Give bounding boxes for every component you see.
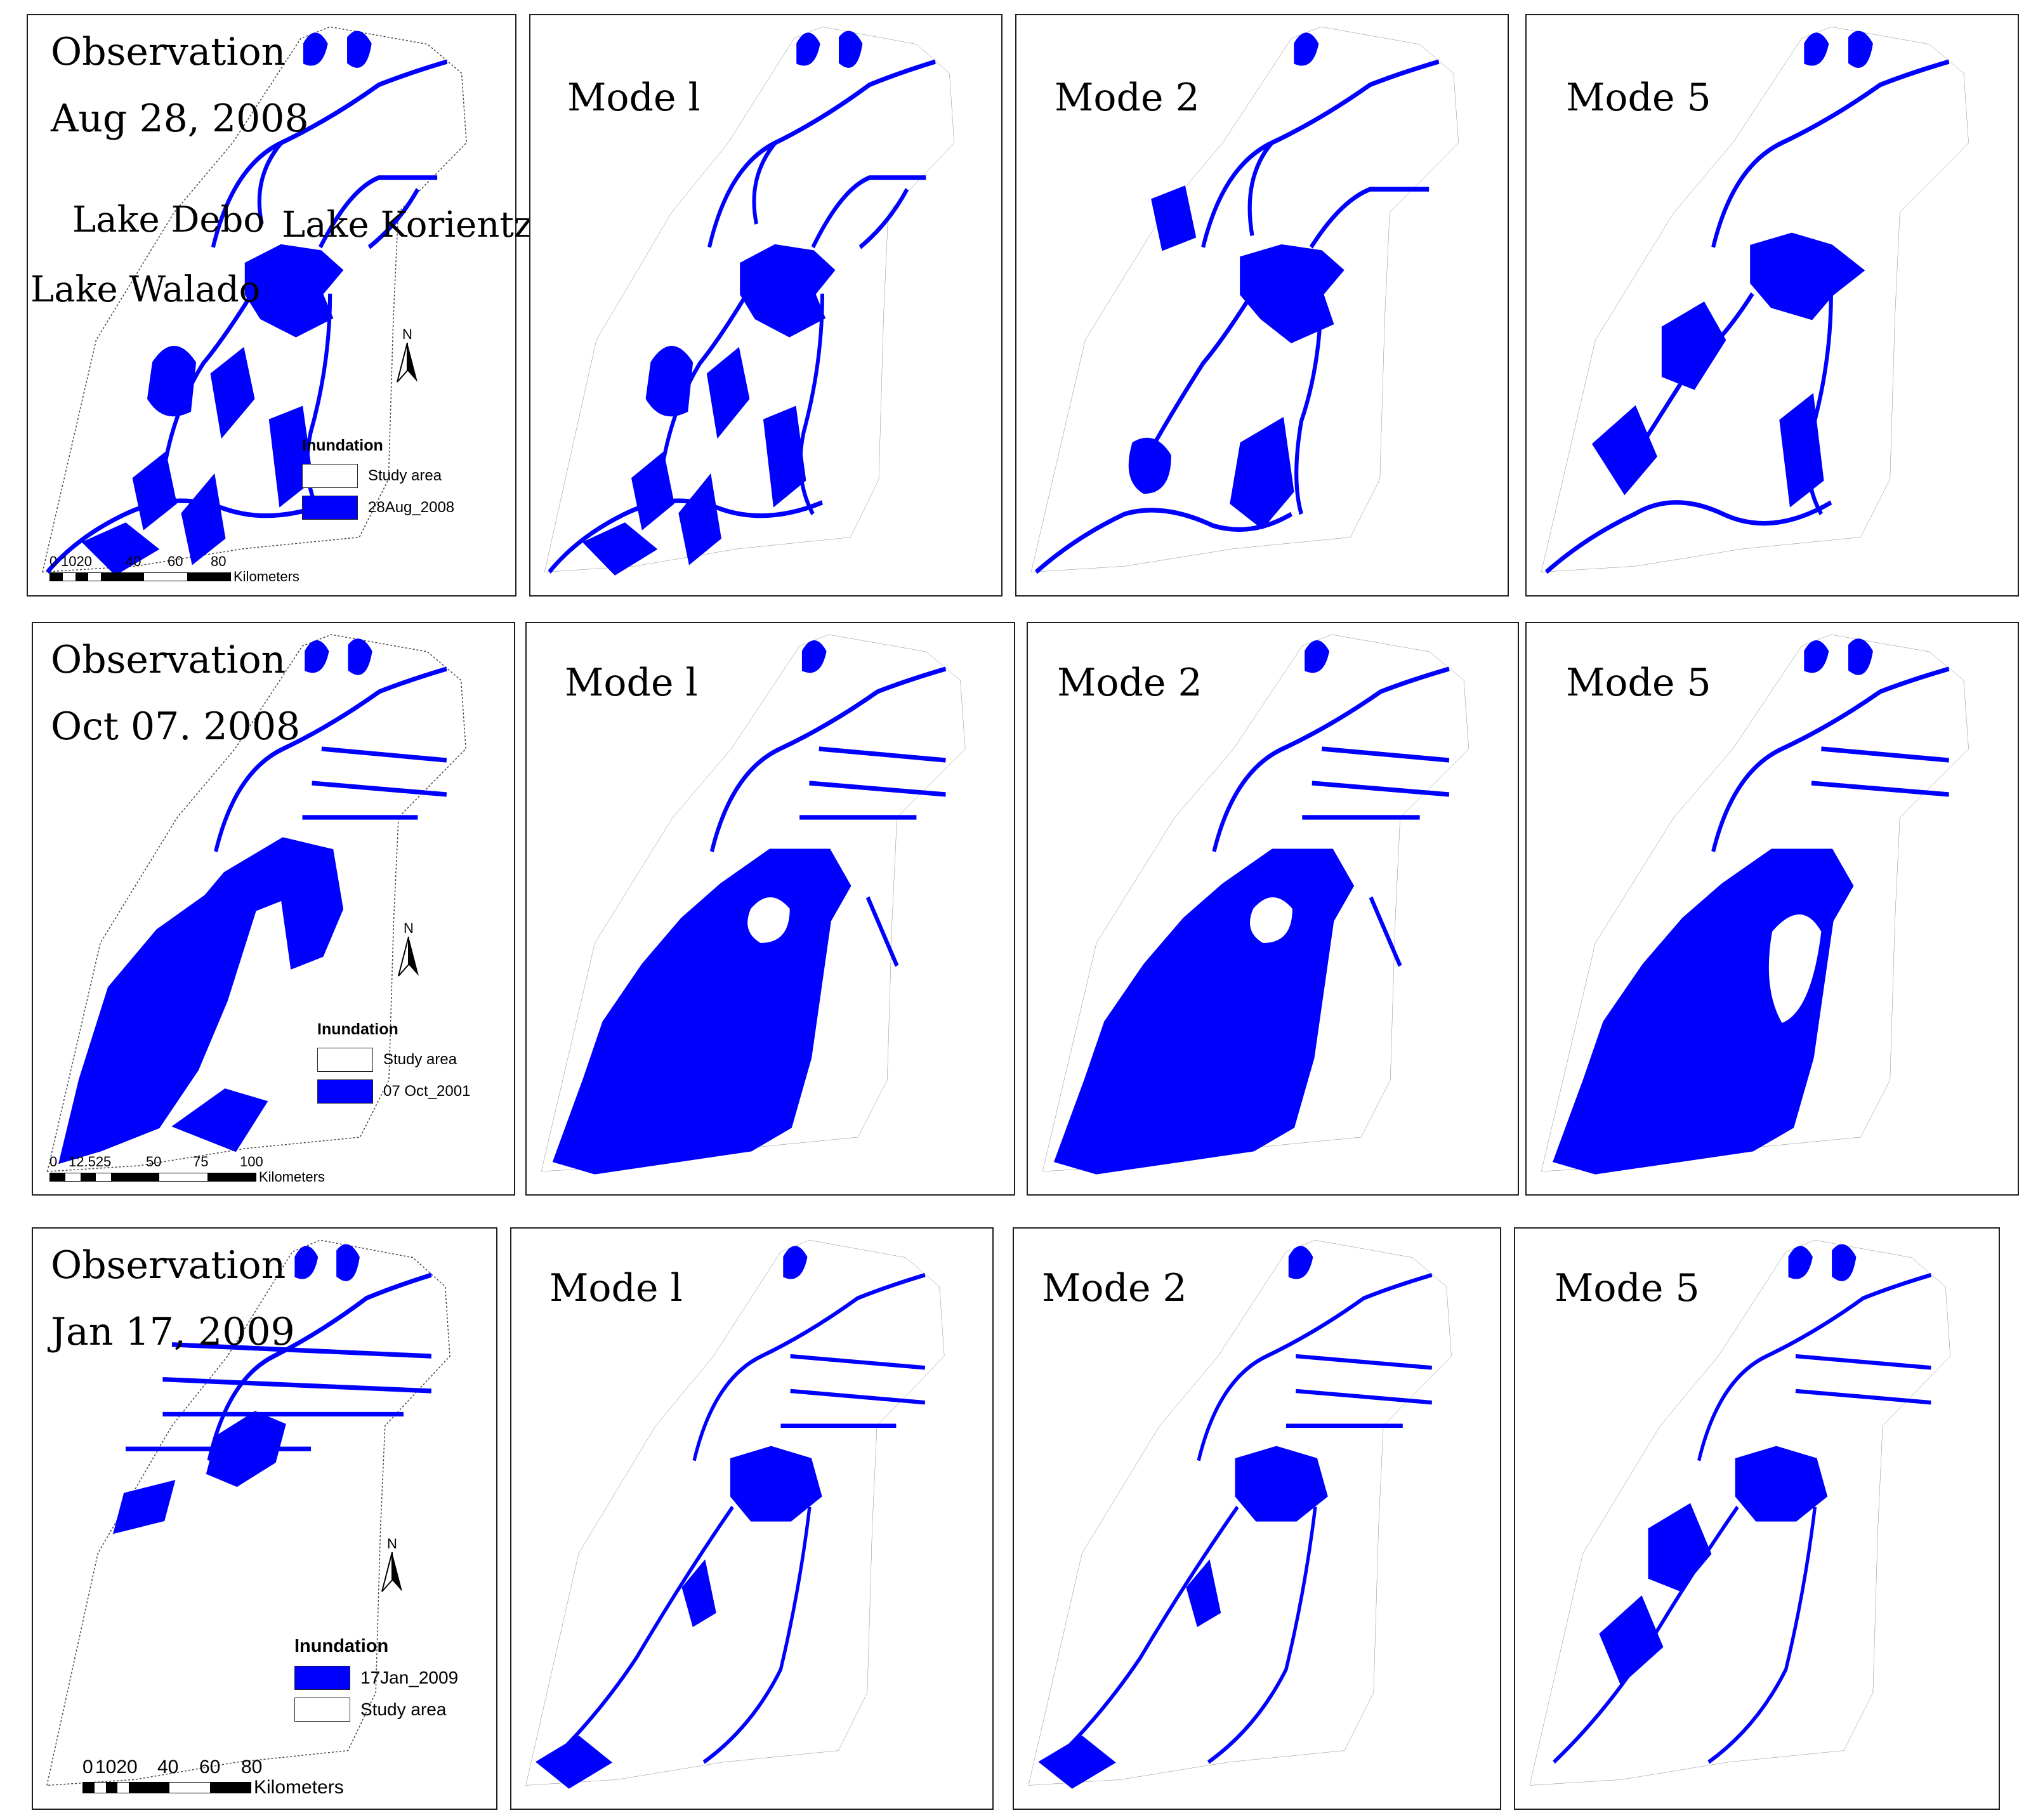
legend-title: Inundation bbox=[302, 437, 383, 454]
scale-tick: 0 bbox=[49, 553, 58, 569]
map-legend: Inundation Study area 28Aug_2008 bbox=[302, 437, 454, 527]
scale-tick: 1020 bbox=[61, 553, 92, 569]
scale-bar: 0 1020 40 60 80 Kilometers bbox=[49, 553, 299, 585]
observation-panel-aug-2008: Observation Aug 28, 2008 Lake Debo Lake … bbox=[27, 14, 554, 597]
mode-title: Mode 2 bbox=[1055, 76, 1200, 120]
north-arrow-icon: N bbox=[388, 326, 426, 386]
observation-title: Observation Jan 17, 2009 bbox=[51, 1243, 295, 1354]
legend-inundation-item: 07 Oct_2001 bbox=[383, 1083, 471, 1100]
mode-title: Mode 2 bbox=[1042, 1266, 1187, 1310]
observation-title: Observation Aug 28, 2008 bbox=[51, 30, 309, 141]
scale-tick: 80 bbox=[211, 553, 227, 569]
map-legend: Inundation Study area 07 Oct_2001 bbox=[317, 1020, 470, 1111]
scale-tick: 60 bbox=[199, 1757, 221, 1777]
legend-title: Inundation bbox=[294, 1636, 389, 1656]
legend-inundation-item: 28Aug_2008 bbox=[368, 499, 455, 516]
mode-5-panel-jan-2009: Mode 5 bbox=[1514, 1227, 2000, 1810]
mode-1-panel-jan-2009: Mode l bbox=[510, 1227, 994, 1810]
map-legend: Inundation 17Jan_2009 Study area bbox=[294, 1636, 458, 1729]
mode-5-panel-aug-2008: Mode 5 bbox=[1525, 14, 2019, 597]
scale-tick: 80 bbox=[241, 1757, 263, 1777]
scale-tick: 100 bbox=[240, 1154, 263, 1170]
mode-1-panel-aug-2008: Mode l bbox=[529, 14, 1003, 597]
inundation-map bbox=[525, 1239, 945, 1809]
scale-bar: 0 1020 40 60 80 Kilometers bbox=[82, 1757, 344, 1798]
inundation-swatch bbox=[294, 1666, 350, 1690]
legend-title: Inundation bbox=[317, 1020, 398, 1038]
mode-2-panel-jan-2009: Mode 2 bbox=[1013, 1227, 1501, 1810]
inundation-map bbox=[540, 633, 966, 1194]
scale-tick: 75 bbox=[193, 1154, 209, 1170]
north-arrow-icon: N bbox=[373, 1536, 411, 1596]
mode-5-panel-oct-2008: Mode 5 bbox=[1525, 622, 2019, 1196]
scale-tick: 40 bbox=[157, 1757, 179, 1777]
legend-study-area: Study area bbox=[368, 467, 442, 484]
study-area-swatch bbox=[302, 464, 358, 488]
mode-title: Mode l bbox=[549, 1266, 683, 1310]
inundation-map bbox=[1027, 1239, 1452, 1809]
scale-unit: Kilometers bbox=[259, 1169, 325, 1185]
legend-study-area: Study area bbox=[360, 1699, 447, 1719]
mode-1-panel-oct-2008: Mode l bbox=[525, 622, 1015, 1196]
study-area-swatch bbox=[294, 1698, 350, 1722]
scale-tick: 12.525 bbox=[69, 1154, 112, 1170]
observation-panel-jan-2009: Observation Jan 17, 2009 N Inundation 17… bbox=[32, 1227, 497, 1810]
mode-2-panel-aug-2008: Mode 2 bbox=[1015, 14, 1509, 597]
label-lake-debo: Lake Debo bbox=[72, 199, 265, 241]
study-area-swatch bbox=[317, 1048, 373, 1072]
scale-tick: 40 bbox=[126, 553, 141, 569]
observation-title: Observation Oct 07. 2008 bbox=[51, 638, 301, 749]
north-arrow-icon: N bbox=[390, 920, 428, 980]
mode-title: Mode 5 bbox=[1555, 1266, 1700, 1310]
scale-bar: 0 12.525 50 75 100 Kilometers bbox=[49, 1154, 325, 1185]
mode-title: Mode l bbox=[565, 661, 698, 705]
observation-panel-oct-2008: Observation Oct 07. 2008 N Inundation St… bbox=[32, 622, 515, 1196]
inundation-map bbox=[1528, 1239, 1952, 1787]
mode-title: Mode l bbox=[567, 76, 700, 120]
legend-study-area: Study area bbox=[383, 1051, 457, 1068]
legend-inundation-item: 17Jan_2009 bbox=[360, 1668, 459, 1687]
scale-unit: Kilometers bbox=[233, 569, 299, 584]
scale-tick: 1020 bbox=[95, 1757, 138, 1777]
mode-title: Mode 2 bbox=[1057, 661, 1202, 705]
label-lake-walado: Lake Walado bbox=[30, 269, 261, 310]
mode-2-panel-oct-2008: Mode 2 bbox=[1027, 622, 1519, 1196]
scale-tick: 50 bbox=[146, 1154, 162, 1170]
inundation-map bbox=[1041, 633, 1470, 1194]
scale-unit: Kilometers bbox=[254, 1777, 344, 1798]
label-lake-korientze: Lake Korientze bbox=[282, 204, 554, 246]
scale-tick: 0 bbox=[49, 1154, 58, 1170]
scale-tick: 0 bbox=[82, 1757, 93, 1777]
mode-title: Mode 5 bbox=[1566, 76, 1711, 120]
inundation-map bbox=[1540, 633, 1970, 1194]
mode-title: Mode 5 bbox=[1566, 661, 1711, 705]
inundation-swatch bbox=[302, 496, 358, 520]
scale-tick: 60 bbox=[168, 553, 183, 569]
inundation-swatch bbox=[317, 1079, 373, 1104]
